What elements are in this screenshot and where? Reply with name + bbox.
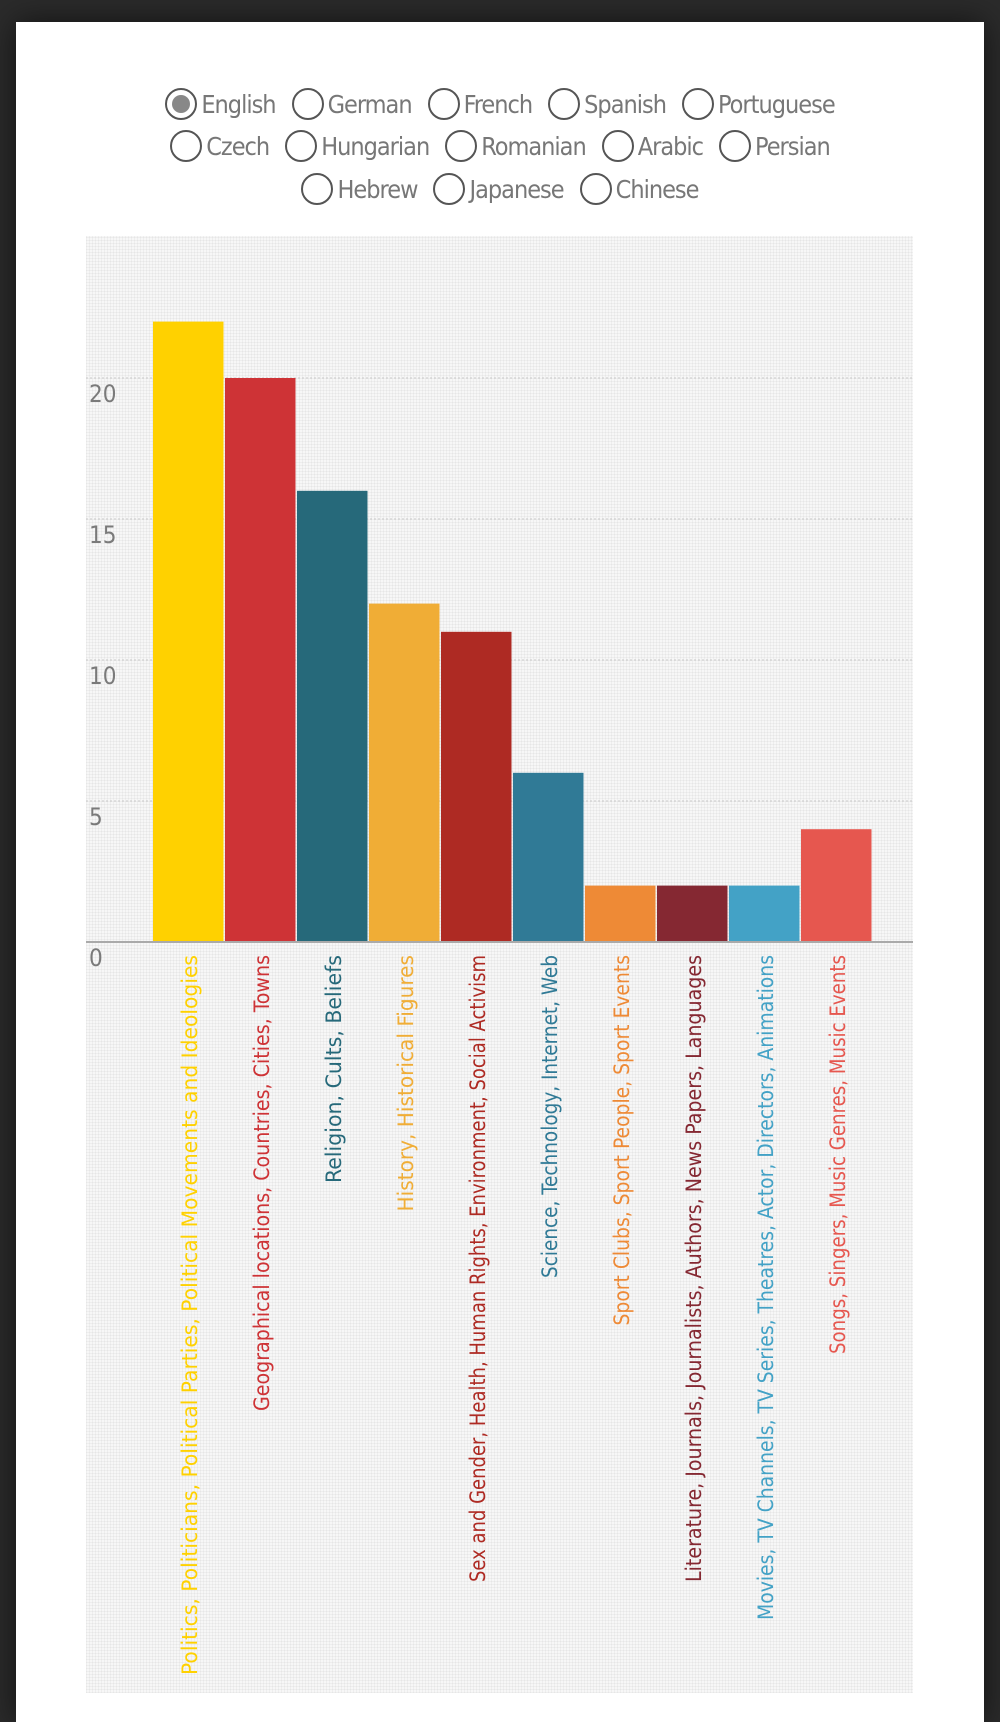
language-radio-portuguese[interactable] [681,88,714,120]
x-tick-label: Politics, Politicians, Political Parties… [178,955,202,1675]
x-tick-label: Literature, Journals, Journalists, Autho… [682,955,706,1582]
x-tick-label: Science, Technology, Internet, Web [538,955,562,1278]
bar [369,603,440,942]
language-option-romanian[interactable]: Romanian [445,130,587,162]
x-tick-label: Sex and Gender, Health, Human Rights, En… [466,955,490,1582]
bar [801,829,872,942]
language-label: Portuguese [717,89,836,119]
language-radio-romanian[interactable] [445,130,478,162]
language-radio-english[interactable] [165,88,198,120]
language-option-czech[interactable]: Czech [170,130,270,162]
language-label: Czech [206,131,270,161]
language-label: Persian [755,131,831,161]
x-tick-label: Songs, Singers, Music Genres, Music Even… [826,955,850,1354]
language-radio-arabic[interactable] [601,130,634,162]
language-row-1: English German French Spanish Portuguese [0,88,1000,120]
language-radio-japanese[interactable] [433,173,466,205]
y-tick-label: 10 [89,662,116,690]
bar [585,885,656,942]
language-radio-persian[interactable] [719,130,752,162]
language-row-3: Hebrew Japanese Chinese [0,173,1000,205]
language-radio-czech[interactable] [170,130,203,162]
y-tick-label: 20 [89,380,116,408]
language-label: Arabic [637,131,704,161]
bar [657,885,728,942]
y-tick-label: 5 [89,803,103,831]
bar [729,885,800,942]
language-label: Hebrew [337,174,418,204]
x-tick-label: Sport Clubs, Sport People, Sport Events [610,955,634,1326]
language-option-japanese[interactable]: Japanese [433,173,565,205]
x-tick-label: History, Historical Figures [394,955,418,1212]
language-label: Japanese [469,174,564,204]
x-tick-label: Religion, Cults, Beliefs [322,955,346,1183]
language-label: German [327,89,413,119]
language-label: English [201,89,276,119]
language-label: French [463,89,534,119]
x-tick-label: Geographical locations, Countries, Citie… [250,955,274,1411]
language-option-spanish[interactable]: Spanish [548,88,667,120]
language-label: Romanian [481,131,586,161]
language-radio-spanish[interactable] [548,88,581,120]
bar [153,321,224,943]
language-option-hebrew[interactable]: Hebrew [301,173,418,205]
language-option-german[interactable]: German [291,88,413,120]
language-option-arabic[interactable]: Arabic [601,130,704,162]
x-tick-label: Movies, TV Channels, TV Series, Theatres… [754,955,778,1620]
bar [441,631,512,942]
language-radio-hebrew[interactable] [301,173,334,205]
y-tick-label: 15 [89,521,116,549]
language-radio-hungarian[interactable] [285,130,318,162]
language-radio-german[interactable] [291,88,324,120]
bar [225,378,296,942]
language-radio-french[interactable] [427,88,460,120]
language-row-2: Czech Hungarian Romanian Arabic Persian [0,130,1000,162]
language-label: Hungarian [321,131,430,161]
language-option-hungarian[interactable]: Hungarian [285,130,430,162]
chart-area [86,236,913,1693]
y-tick-label: 0 [89,944,103,972]
language-option-portuguese[interactable]: Portuguese [681,88,836,120]
language-label: Spanish [584,89,667,119]
language-option-english[interactable]: English [165,88,277,120]
language-option-persian[interactable]: Persian [719,130,831,162]
language-option-french[interactable]: French [427,88,534,120]
language-radio-chinese[interactable] [579,173,612,205]
language-label: Chinese [615,174,700,204]
language-option-chinese[interactable]: Chinese [579,173,700,205]
bar [513,772,584,942]
bar [297,490,368,942]
